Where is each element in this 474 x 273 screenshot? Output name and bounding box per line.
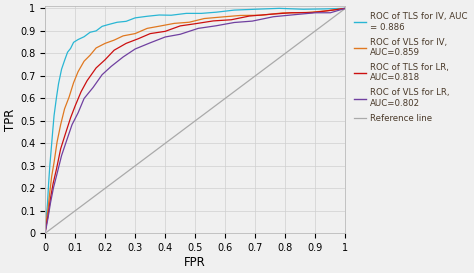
Y-axis label: TPR: TPR [4, 109, 17, 131]
X-axis label: FPR: FPR [184, 256, 206, 269]
Legend: ROC of TLS for IV, AUC
= 0.886, ROC of VLS for IV,
AUC=0.859, ROC of TLS for LR,: ROC of TLS for IV, AUC = 0.886, ROC of V… [353, 10, 469, 124]
